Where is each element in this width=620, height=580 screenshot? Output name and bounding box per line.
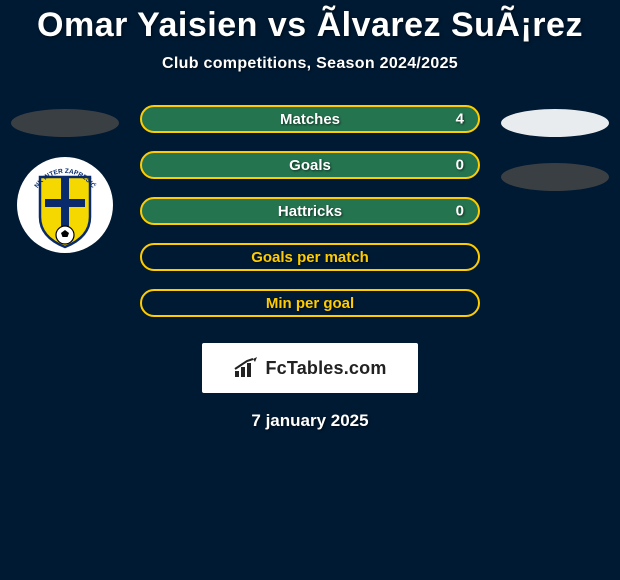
- left-player-column: NK INTER ZAPREŠIĆ: [10, 105, 120, 255]
- club-badge-icon: NK INTER ZAPREŠIĆ: [15, 155, 115, 255]
- stat-row-hattricks: Hattricks 0: [140, 197, 480, 225]
- chart-icon: [233, 357, 259, 379]
- stat-value: 0: [456, 157, 464, 174]
- page-title: Omar Yaisien vs Ãlvarez SuÃ¡rez: [0, 6, 620, 45]
- stat-row-goals: Goals 0: [140, 151, 480, 179]
- stats-column: Matches 4 Goals 0 Hattricks 0 Goals per …: [140, 105, 480, 317]
- stat-row-min-per-goal: Min per goal: [140, 289, 480, 317]
- stat-label: Min per goal: [266, 295, 354, 312]
- stat-row-goals-per-match: Goals per match: [140, 243, 480, 271]
- stat-label: Goals: [289, 157, 331, 174]
- stat-label: Matches: [280, 111, 340, 128]
- brand-box[interactable]: FcTables.com: [202, 343, 418, 393]
- stat-row-matches: Matches 4: [140, 105, 480, 133]
- right-player-column: [500, 105, 610, 217]
- stat-value: 4: [456, 111, 464, 128]
- page-subtitle: Club competitions, Season 2024/2025: [0, 55, 620, 73]
- right-player-oval-1: [501, 109, 609, 137]
- date-label: 7 january 2025: [0, 411, 620, 431]
- left-player-oval: [11, 109, 119, 137]
- stat-label: Goals per match: [251, 249, 369, 266]
- right-player-oval-2: [501, 163, 609, 191]
- stat-label: Hattricks: [278, 203, 342, 220]
- brand-text: FcTables.com: [265, 358, 386, 379]
- stat-value: 0: [456, 203, 464, 220]
